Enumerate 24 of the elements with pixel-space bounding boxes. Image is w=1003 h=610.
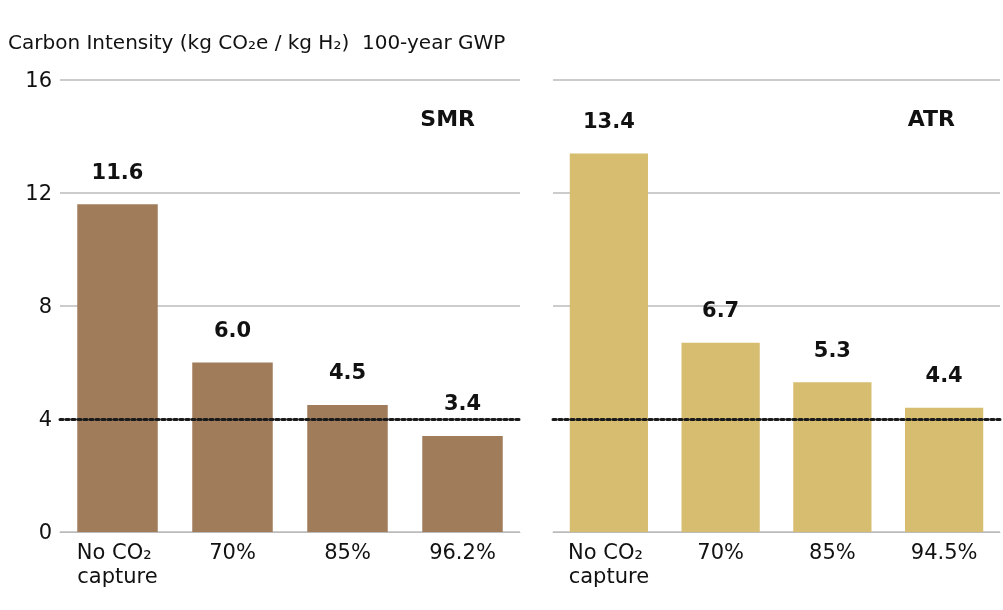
x-tick-label: No CO₂ capture	[568, 540, 650, 588]
x-tick-label: 96.2%	[429, 540, 496, 564]
x-tick-label: 85%	[809, 540, 856, 564]
y-axis-title: Carbon Intensity (kg CO₂e / kg H₂) 100-year GWP	[8, 30, 506, 54]
data-label: 6.0	[213, 318, 252, 342]
data-label: 4.5	[328, 360, 367, 385]
y-tick-label: 0	[38, 520, 52, 544]
text: SMR	[420, 105, 476, 131]
y-tick-label: 16	[25, 68, 52, 92]
data-label: 11.6	[91, 159, 144, 184]
text: ATR	[907, 105, 956, 131]
x-tick-label: No CO₂ capture	[76, 540, 159, 588]
data-label: 4.4	[925, 363, 963, 388]
x-tick-label: 70%	[209, 540, 256, 564]
data-label: 3.4	[443, 391, 482, 416]
x-tick-label: 85%	[324, 540, 371, 564]
data-label: 13.4	[582, 108, 635, 133]
y-tick-label: 12	[25, 181, 52, 205]
data-label: 6.7	[702, 298, 740, 323]
y-tick-label: 4	[38, 407, 52, 431]
x-tick-label: 94.5%	[910, 540, 978, 564]
x-tick-label: 70%	[697, 540, 744, 564]
y-tick-label: 8	[38, 294, 52, 318]
data-label: 5.3	[813, 337, 851, 362]
